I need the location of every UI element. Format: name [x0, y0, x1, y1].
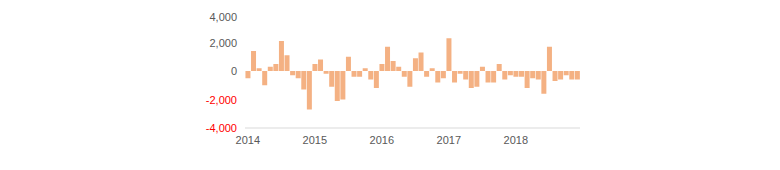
svg-text:0: 0	[231, 65, 237, 77]
svg-text:2018: 2018	[504, 134, 528, 146]
svg-text:4,000: 4,000	[209, 11, 237, 23]
svg-text:2015: 2015	[303, 134, 327, 146]
svg-text:2,000: 2,000	[209, 37, 237, 49]
svg-text:2017: 2017	[437, 134, 461, 146]
svg-text:2014: 2014	[236, 134, 260, 146]
svg-text:2016: 2016	[370, 134, 394, 146]
svg-text:-4,000: -4,000	[206, 122, 237, 134]
svg-text:-2,000: -2,000	[206, 94, 237, 106]
